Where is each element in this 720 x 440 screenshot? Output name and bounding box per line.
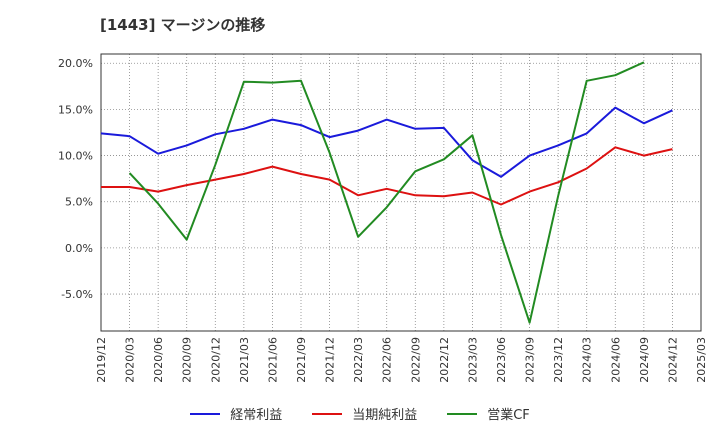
x-tick-label: 2019/12 <box>95 337 108 383</box>
x-tick-label: 2021/12 <box>324 337 337 383</box>
y-tick-label: 15.0% <box>58 103 93 116</box>
legend-item-touki: 当期純利益 <box>312 404 417 423</box>
x-tick-label: 2024/12 <box>666 337 679 383</box>
x-tick-label: 2023/09 <box>524 337 537 383</box>
plot-border <box>100 53 702 332</box>
legend: 経常利益 当期純利益 営業CF <box>0 404 720 423</box>
y-tick-label: 5.0% <box>65 196 93 209</box>
legend-label-keijou: 経常利益 <box>230 408 283 423</box>
legend-label-touki: 当期純利益 <box>352 408 418 423</box>
legend-label-eigyo-cf: 営業CF <box>487 408 530 423</box>
legend-swatch-eigyo-cf <box>447 412 478 415</box>
x-tick-label: 2020/03 <box>124 337 137 383</box>
series-line-0 <box>100 106 673 178</box>
x-tick-label: 2023/12 <box>552 337 565 383</box>
x-tick-label: 2023/06 <box>495 337 508 383</box>
x-tick-label: 2023/03 <box>466 337 479 383</box>
x-tick-label: 2020/06 <box>152 337 165 383</box>
x-tick-label: 2021/03 <box>238 337 251 383</box>
legend-swatch-touki <box>312 412 343 415</box>
x-tick-label: 2024/09 <box>638 337 651 383</box>
x-tick-label: 2024/03 <box>581 337 594 383</box>
x-tick-label: 2020/12 <box>209 337 222 383</box>
x-tick-label: 2020/09 <box>181 337 194 383</box>
x-tick-label: 2021/06 <box>266 337 279 383</box>
x-tick-label: 2022/03 <box>352 337 365 383</box>
legend-swatch-keijou <box>190 412 221 415</box>
x-tick-label: 2025/03 <box>695 337 708 383</box>
x-tick-label: 2022/12 <box>438 337 451 383</box>
x-tick-label: 2022/06 <box>381 337 394 383</box>
y-tick-label: -5.0% <box>61 288 93 301</box>
y-tick-label: 10.0% <box>58 150 93 163</box>
series-line-2 <box>128 61 645 324</box>
x-tick-label: 2022/09 <box>409 337 422 383</box>
series-line-1 <box>101 146 673 206</box>
y-tick-label: 20.0% <box>58 57 93 70</box>
legend-item-eigyo-cf: 営業CF <box>447 404 530 423</box>
chart-title: [1443] マージンの推移 <box>100 16 266 34</box>
x-tick-label: 2024/06 <box>609 337 622 383</box>
y-tick-label: 0.0% <box>65 242 93 255</box>
legend-item-keijou: 経常利益 <box>190 404 282 423</box>
x-tick-label: 2021/09 <box>295 337 308 383</box>
